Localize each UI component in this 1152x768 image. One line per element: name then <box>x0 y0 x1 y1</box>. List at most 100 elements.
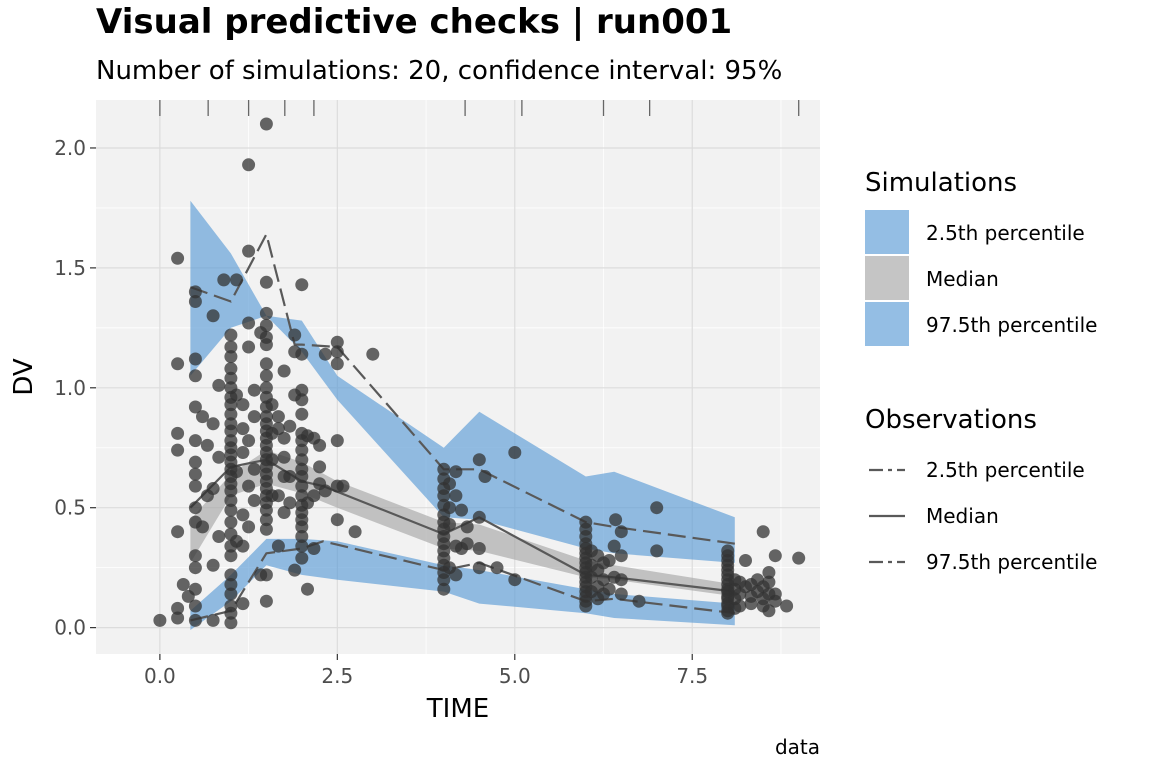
data-point-66 <box>224 362 238 376</box>
x-axis: 0.0 2.5 5.0 7.5 <box>144 654 708 688</box>
data-point-89 <box>247 410 261 424</box>
data-point-202 <box>449 568 463 582</box>
data-point-95 <box>259 522 273 536</box>
data-point-251 <box>614 587 628 601</box>
data-point-204 <box>449 489 463 503</box>
data-point-197 <box>437 462 451 476</box>
data-point-176 <box>330 357 344 371</box>
data-point-216 <box>508 573 522 587</box>
data-point-113 <box>259 381 273 395</box>
data-point-173 <box>330 513 344 527</box>
data-point-246 <box>602 582 616 596</box>
data-point-273 <box>721 544 735 558</box>
data-point-10 <box>188 613 202 627</box>
y-tick-label-3: 1.5 <box>54 256 86 280</box>
data-point-69 <box>224 328 238 342</box>
data-point-128 <box>271 422 285 436</box>
data-point-123 <box>265 453 279 467</box>
data-point-117 <box>259 330 273 344</box>
data-point-300 <box>792 551 806 565</box>
data-point-178 <box>330 335 344 349</box>
legend-sim-label-2.5: 2.5th percentile <box>926 221 1085 245</box>
data-point-86 <box>242 158 256 172</box>
data-point-68 <box>224 340 238 354</box>
data-point-87 <box>247 494 261 507</box>
data-point-120 <box>259 275 273 289</box>
chart-subtitle: Number of simulations: 20, confidence in… <box>96 56 782 86</box>
data-point-160 <box>295 347 309 361</box>
data-point-82 <box>242 434 256 448</box>
data-point-154 <box>295 443 309 457</box>
data-point-16 <box>188 501 202 515</box>
data-point-23 <box>188 352 202 366</box>
data-point-61 <box>224 407 238 421</box>
data-point-33 <box>206 417 220 431</box>
data-point-297 <box>768 587 782 601</box>
data-point-292 <box>762 604 776 618</box>
data-point-34 <box>206 309 220 323</box>
data-point-35 <box>212 530 226 543</box>
data-point-171 <box>318 484 332 498</box>
data-point-75 <box>236 539 250 553</box>
data-point-157 <box>295 407 309 421</box>
caption: data <box>775 735 820 759</box>
data-point-7 <box>171 251 185 265</box>
data-point-210 <box>472 561 486 575</box>
data-point-8 <box>176 578 190 591</box>
data-point-81 <box>242 479 256 493</box>
data-point-48 <box>224 515 238 529</box>
data-point-11 <box>188 599 202 613</box>
data-point-93 <box>259 594 273 608</box>
data-point-247 <box>602 554 616 567</box>
y-axis-title: DV <box>9 358 39 396</box>
data-point-136 <box>283 470 297 483</box>
data-point-72 <box>230 388 243 402</box>
data-point-135 <box>283 496 297 510</box>
data-point-126 <box>271 539 285 553</box>
data-point-2 <box>171 611 185 625</box>
data-point-50 <box>224 494 238 507</box>
x-tick-label-1: 2.5 <box>321 664 353 688</box>
data-point-110 <box>259 410 273 424</box>
data-point-143 <box>295 539 309 553</box>
data-point-217 <box>508 446 522 459</box>
data-point-42 <box>224 587 238 601</box>
data-point-179 <box>336 479 350 493</box>
data-point-118 <box>259 318 273 332</box>
data-point-294 <box>762 575 776 589</box>
data-point-36 <box>212 450 226 464</box>
data-point-5 <box>171 426 185 440</box>
data-point-281 <box>739 554 752 567</box>
data-point-144 <box>295 530 309 543</box>
data-point-158 <box>295 393 309 407</box>
data-point-29 <box>200 438 214 452</box>
band-2-5th-percentile <box>190 538 735 630</box>
legend-sim-label-median: Median <box>926 267 999 291</box>
data-point-73 <box>230 273 243 287</box>
data-point-76 <box>236 508 250 522</box>
data-point-78 <box>236 422 250 436</box>
data-point-37 <box>212 378 226 392</box>
data-point-67 <box>224 350 238 364</box>
legend-obs-label-median: Median <box>926 504 999 528</box>
data-point-84 <box>242 316 256 330</box>
data-point-299 <box>780 599 794 613</box>
data-point-30 <box>206 613 220 627</box>
data-point-12 <box>188 582 202 596</box>
data-point-129 <box>271 410 285 424</box>
data-point-250 <box>609 513 623 527</box>
data-point-244 <box>597 573 610 587</box>
data-point-0 <box>153 613 167 627</box>
data-point-141 <box>288 328 302 342</box>
data-point-150 <box>295 479 309 493</box>
data-point-291 <box>756 525 770 539</box>
data-point-295 <box>762 566 776 579</box>
data-point-169 <box>313 460 327 474</box>
data-point-213 <box>472 453 486 467</box>
data-point-137 <box>283 419 297 433</box>
legend-sim-label-97.5: 97.5th percentile <box>926 313 1097 337</box>
data-point-74 <box>236 597 250 611</box>
data-point-132 <box>277 450 291 464</box>
data-point-1 <box>171 601 185 615</box>
